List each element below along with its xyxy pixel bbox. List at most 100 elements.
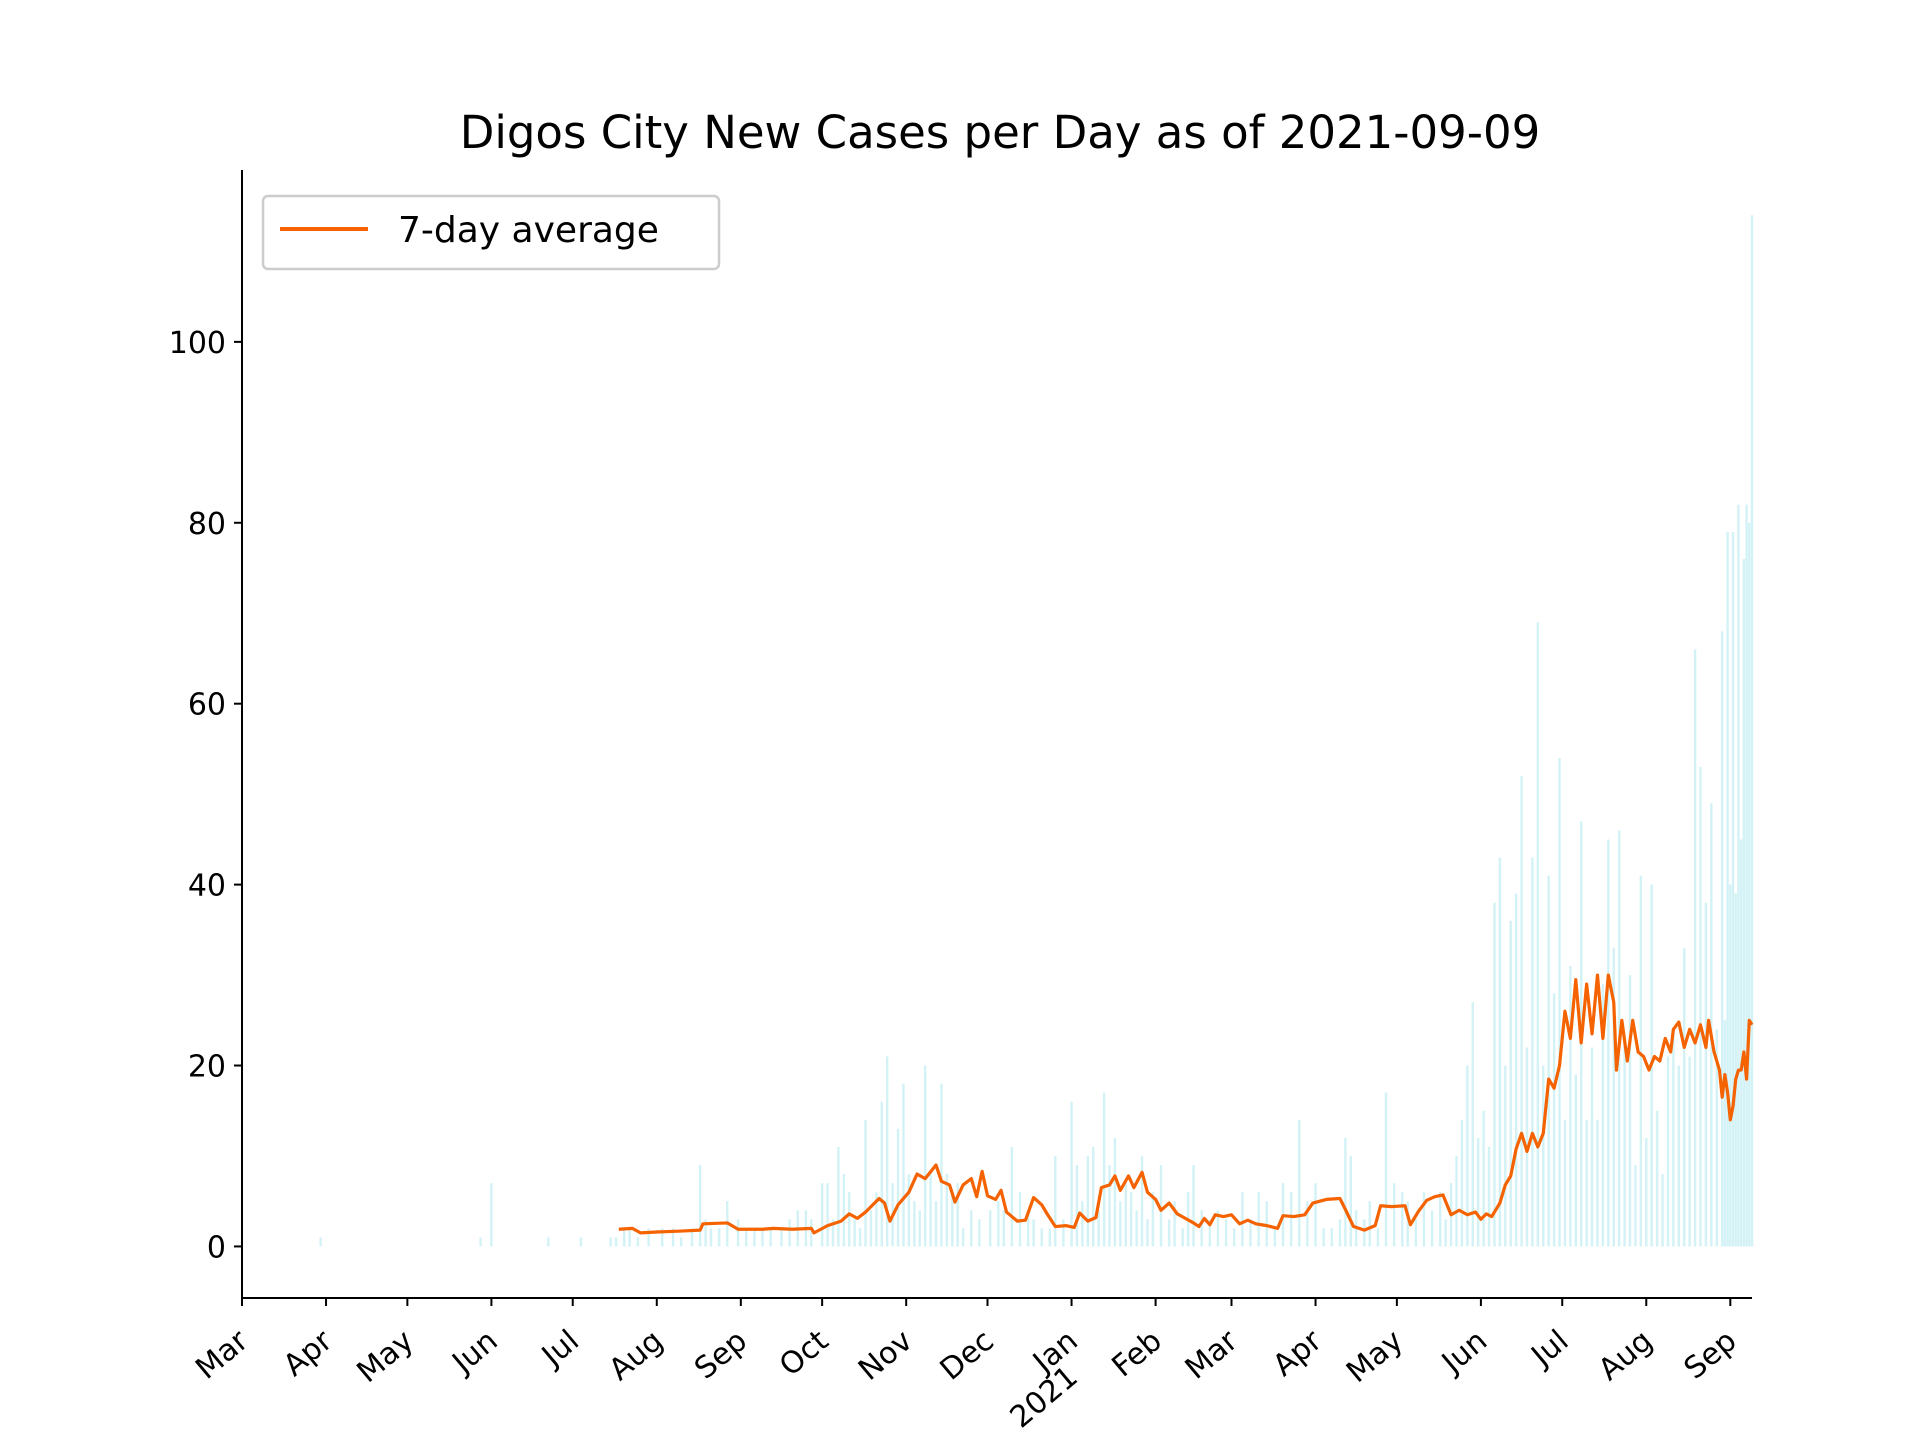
bar-168 <box>1683 947 1686 1247</box>
bar-66 <box>1040 1228 1043 1247</box>
y-tick-label-3: 60 <box>188 688 226 723</box>
bar-50 <box>929 1174 932 1247</box>
bar-79 <box>1119 1201 1122 1247</box>
bar-106 <box>1314 1183 1317 1247</box>
bar-88 <box>1173 1201 1176 1247</box>
bar-69 <box>1062 1219 1065 1247</box>
bar-105 <box>1306 1201 1309 1247</box>
bar-107 <box>1322 1228 1325 1247</box>
bar-10 <box>647 1228 650 1247</box>
bar-64 <box>1026 1210 1030 1247</box>
bar-185 <box>1748 522 1751 1247</box>
bar-29 <box>810 1219 813 1247</box>
bar-151 <box>1590 1047 1594 1247</box>
bar-167 <box>1677 1065 1680 1247</box>
bar-40 <box>875 1192 878 1247</box>
bar-89 <box>1181 1228 1184 1247</box>
x-tick-label-5: Aug <box>603 1323 670 1387</box>
bar-54 <box>951 1192 954 1247</box>
bar-152 <box>1596 1119 1599 1247</box>
bar-117 <box>1392 1183 1396 1247</box>
bar-85 <box>1151 1192 1155 1247</box>
bar-179 <box>1731 531 1735 1247</box>
bar-165 <box>1666 1056 1670 1247</box>
legend: 7-day average <box>261 194 721 271</box>
x-tick-label-4: Jul <box>534 1323 586 1374</box>
y-tick-label-5: 100 <box>169 326 226 361</box>
bar-182 <box>1739 839 1743 1247</box>
bar-38 <box>864 1119 867 1247</box>
bar-71 <box>1075 1165 1079 1247</box>
bar-59 <box>989 1210 992 1247</box>
bar-153 <box>1601 984 1605 1247</box>
bar-55 <box>956 1183 959 1247</box>
bar-86 <box>1159 1165 1163 1247</box>
bar-127 <box>1460 1119 1464 1247</box>
x-tick-label-2: May <box>350 1323 420 1390</box>
bar-174 <box>1715 1029 1718 1247</box>
bar-2 <box>490 1183 493 1247</box>
bar-3 <box>547 1237 550 1247</box>
bar-160 <box>1639 875 1643 1247</box>
bar-183 <box>1742 558 1746 1247</box>
bar-116 <box>1384 1092 1388 1247</box>
bar-8 <box>628 1228 631 1247</box>
bar-115 <box>1376 1228 1380 1247</box>
x-tick-label-16: Jul <box>1524 1323 1576 1374</box>
x-tick-label-9: Dec <box>934 1323 1001 1387</box>
bar-70 <box>1070 1101 1073 1247</box>
bar-154 <box>1607 839 1610 1247</box>
bar-142 <box>1542 1065 1545 1247</box>
bar-6 <box>614 1237 618 1247</box>
bar-60 <box>997 1201 1000 1247</box>
bar-177 <box>1726 531 1729 1247</box>
bar-93 <box>1208 1219 1212 1247</box>
bar-16 <box>704 1219 707 1247</box>
bar-101 <box>1273 1228 1277 1247</box>
x-tick-label-12: Mar <box>1179 1323 1245 1387</box>
bar-21 <box>745 1228 748 1247</box>
bar-23 <box>761 1228 764 1247</box>
bar-53 <box>945 1174 949 1247</box>
bar-141 <box>1536 622 1540 1247</box>
y-tick-label-0: 0 <box>207 1230 226 1265</box>
x-tick-label-7: Oct <box>773 1323 835 1383</box>
bar-26 <box>788 1219 791 1247</box>
bar-173 <box>1710 803 1713 1247</box>
bar-20 <box>736 1219 740 1247</box>
bar-104 <box>1298 1119 1301 1247</box>
bar-9 <box>636 1237 639 1247</box>
bar-129 <box>1471 1002 1474 1247</box>
bar-118 <box>1401 1192 1404 1247</box>
bar-77 <box>1108 1165 1111 1247</box>
bar-18 <box>717 1228 721 1247</box>
bar-57 <box>970 1210 973 1247</box>
bar-170 <box>1693 649 1697 1247</box>
bar-96 <box>1233 1228 1236 1247</box>
bar-98 <box>1249 1219 1252 1247</box>
bar-81 <box>1129 1192 1133 1247</box>
bar-103 <box>1289 1192 1293 1247</box>
bar-82 <box>1135 1210 1138 1247</box>
bar-33 <box>837 1146 840 1247</box>
bar-131 <box>1482 1110 1485 1247</box>
x-tick-label-14: May <box>1340 1323 1410 1390</box>
bar-1 <box>479 1237 482 1247</box>
bar-39 <box>869 1210 873 1247</box>
bar-122 <box>1430 1210 1434 1247</box>
x-tick-label-15: Jun <box>1434 1323 1494 1381</box>
bar-137 <box>1514 893 1518 1247</box>
bar-91 <box>1192 1165 1195 1247</box>
legend-box <box>261 194 721 271</box>
bar-135 <box>1504 1065 1507 1247</box>
bar-67 <box>1048 1228 1052 1247</box>
bar-163 <box>1655 1110 1659 1247</box>
bar-132 <box>1487 1146 1491 1247</box>
bar-99 <box>1257 1192 1260 1247</box>
bar-157 <box>1623 1038 1626 1247</box>
bar-138 <box>1520 776 1523 1247</box>
x-tick-label-8: Nov <box>852 1323 919 1387</box>
bar-158 <box>1628 975 1632 1247</box>
bar-161 <box>1645 1137 1648 1247</box>
y-tick-label-1: 20 <box>188 1050 226 1085</box>
